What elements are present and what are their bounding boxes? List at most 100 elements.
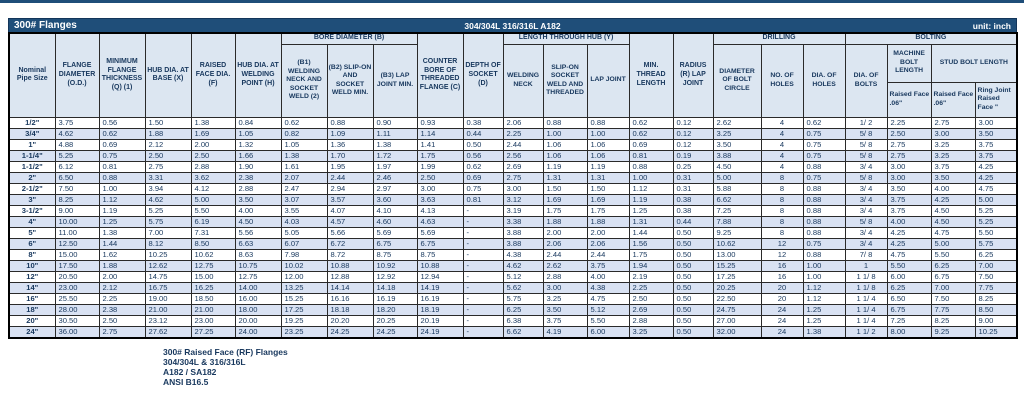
footnote-line: 304/304L & 316/316L <box>163 356 246 367</box>
data-cell: 5.75 <box>502 292 544 305</box>
data-cell: 13.00 <box>712 248 762 261</box>
data-cell: 3.75 <box>974 138 1018 151</box>
data-cell: 2.12 <box>144 138 192 151</box>
data-cell: 8.50 <box>190 237 236 250</box>
data-cell: 1.50 <box>144 116 192 129</box>
data-cell: 1.38 <box>98 226 146 239</box>
table-row: 2-1/2" 7.50 1.00 3.94 4.12 2.88 2.47 2.94 2.97 3.… <box>8 182 1018 195</box>
data-cell: 2.25 <box>98 292 146 305</box>
data-cell: 3.75 <box>886 193 932 206</box>
data-cell: 25.50 <box>54 292 100 305</box>
col-header-welding-neck: WELDING NECK <box>502 43 544 118</box>
data-cell: 8.72 <box>326 248 374 261</box>
data-cell: 4.57 <box>326 215 374 228</box>
data-cell: 1.75 <box>628 248 674 261</box>
table-row: 2" 6.50 0.88 3.31 3.62 2.38 2.07 2.44 2.46 2.50 0.… <box>8 171 1018 184</box>
data-cell: 12.50 <box>54 237 100 250</box>
data-cell: 2.62 <box>542 259 588 272</box>
data-cell: 8.75 <box>416 248 464 261</box>
data-cell: 1.12 <box>98 193 146 206</box>
data-cell: 0.62 <box>628 116 674 129</box>
data-cell: - <box>462 204 504 217</box>
table-row: 5" 11.00 1.38 7.00 7.31 5.56 5.05 5.66 5.69 5.69-… <box>8 226 1018 239</box>
col-header-slip-on: SLIP-ON SOCKET WELD AND THREADED <box>542 43 588 118</box>
data-cell: 1.12 <box>802 292 846 305</box>
data-cell: 12.00 <box>280 270 328 283</box>
data-cell: 8 <box>760 226 804 239</box>
data-cell: 0.44 <box>672 215 714 228</box>
data-cell: 3.12 <box>502 193 544 206</box>
data-cell: 7.50 <box>930 292 976 305</box>
table-body: 1/2" 3.75 0.56 1.50 1.38 0.84 0.62 0.88 0.90 0.93… <box>8 116 1018 338</box>
data-cell: 20.25 <box>712 281 762 294</box>
data-cell: 12.75 <box>234 270 282 283</box>
data-cell: 5.75 <box>144 215 192 228</box>
data-cell: 23.00 <box>190 314 236 327</box>
data-cell: 1.06 <box>542 149 588 162</box>
data-cell: 2.94 <box>326 182 374 195</box>
data-cell: 0.88 <box>802 248 846 261</box>
row-label-cell: 6" <box>8 237 56 250</box>
data-cell: 7.98 <box>280 248 328 261</box>
data-cell: 3.31 <box>144 171 192 184</box>
flange-dimensions-table: Nominal Pipe Size FLANGE DIAMETER (O.D.)… <box>8 32 1019 339</box>
data-cell: 1.70 <box>326 149 374 162</box>
data-cell: 20 <box>760 281 804 294</box>
data-cell: 13.25 <box>280 281 328 294</box>
data-cell: 1.99 <box>416 160 464 173</box>
data-cell: 6.62 <box>712 193 762 206</box>
data-cell: 16.16 <box>326 292 374 305</box>
data-cell: 19.00 <box>144 292 192 305</box>
data-cell: 2.06 <box>542 237 588 250</box>
data-cell: 1.19 <box>586 160 630 173</box>
data-cell: 3.25 <box>930 149 976 162</box>
col-header-depth-socket: DEPTH OF SOCKET (D) <box>462 32 504 118</box>
data-cell: 2.46 <box>372 171 418 184</box>
group-header-drilling: DRILLING <box>712 32 846 45</box>
data-cell: 0.12 <box>672 116 714 129</box>
data-cell: 4 <box>760 138 804 151</box>
data-cell: 4 <box>760 160 804 173</box>
col-header-hub-dia-welding: HUB DIA. AT WELDING POINT (H) <box>234 32 282 118</box>
data-cell: 0.69 <box>98 138 146 151</box>
data-cell: 1.50 <box>586 182 630 195</box>
row-label-cell: 2-1/2" <box>8 182 56 195</box>
data-cell: 4.50 <box>234 215 282 228</box>
data-cell: 2.00 <box>586 226 630 239</box>
data-cell: 2.69 <box>628 303 674 316</box>
data-cell: 7.00 <box>930 281 976 294</box>
data-cell: 6.25 <box>886 281 932 294</box>
data-cell: 32.00 <box>712 325 762 338</box>
data-cell: 3.75 <box>930 160 976 173</box>
data-cell: 6.25 <box>974 248 1018 261</box>
data-cell: 3.75 <box>886 204 932 217</box>
data-cell: 0.44 <box>462 127 504 140</box>
data-cell: 3/ 4 <box>844 226 888 239</box>
col-header-counter-bore: COUNTER BORE OF THREADED FLANGE (C) <box>416 32 464 118</box>
data-cell: 1.31 <box>542 171 588 184</box>
col-header-no-holes: NO. OF HOLES <box>760 43 804 118</box>
table-row: 3" 8.25 1.12 4.62 5.00 3.50 3.07 3.57 3.60 3.63 0.… <box>8 193 1018 206</box>
data-cell: 0.56 <box>98 116 146 129</box>
data-cell: 1 1/ 8 <box>844 281 888 294</box>
group-header-row: Nominal Pipe Size FLANGE DIAMETER (O.D.)… <box>8 32 1018 118</box>
data-cell: 0.62 <box>462 160 504 173</box>
data-cell: 16.00 <box>234 292 282 305</box>
data-cell: 1.62 <box>98 248 146 261</box>
data-cell: 4.62 <box>144 193 192 206</box>
data-cell: 10.88 <box>326 259 374 272</box>
data-cell: 8 <box>760 193 804 206</box>
data-cell: 5/ 8 <box>844 215 888 228</box>
flange-spec-sheet: 300# Flanges 304/304L 316/316L A182 unit… <box>8 18 1019 387</box>
data-cell: 2.88 <box>542 270 588 283</box>
table-row: 24" 36.00 2.75 27.62 27.25 24.00 23.25 24.25 24.… <box>8 325 1018 338</box>
data-cell: 4.50 <box>712 160 762 173</box>
row-label-cell: 8" <box>8 248 56 261</box>
data-cell: 5.56 <box>234 226 282 239</box>
data-cell: 1.88 <box>144 127 192 140</box>
data-cell: 0.38 <box>672 193 714 206</box>
data-cell: 3.00 <box>502 182 544 195</box>
data-cell: 3.00 <box>886 160 932 173</box>
data-cell: 24.19 <box>416 325 464 338</box>
data-cell: 0.81 <box>462 193 504 206</box>
